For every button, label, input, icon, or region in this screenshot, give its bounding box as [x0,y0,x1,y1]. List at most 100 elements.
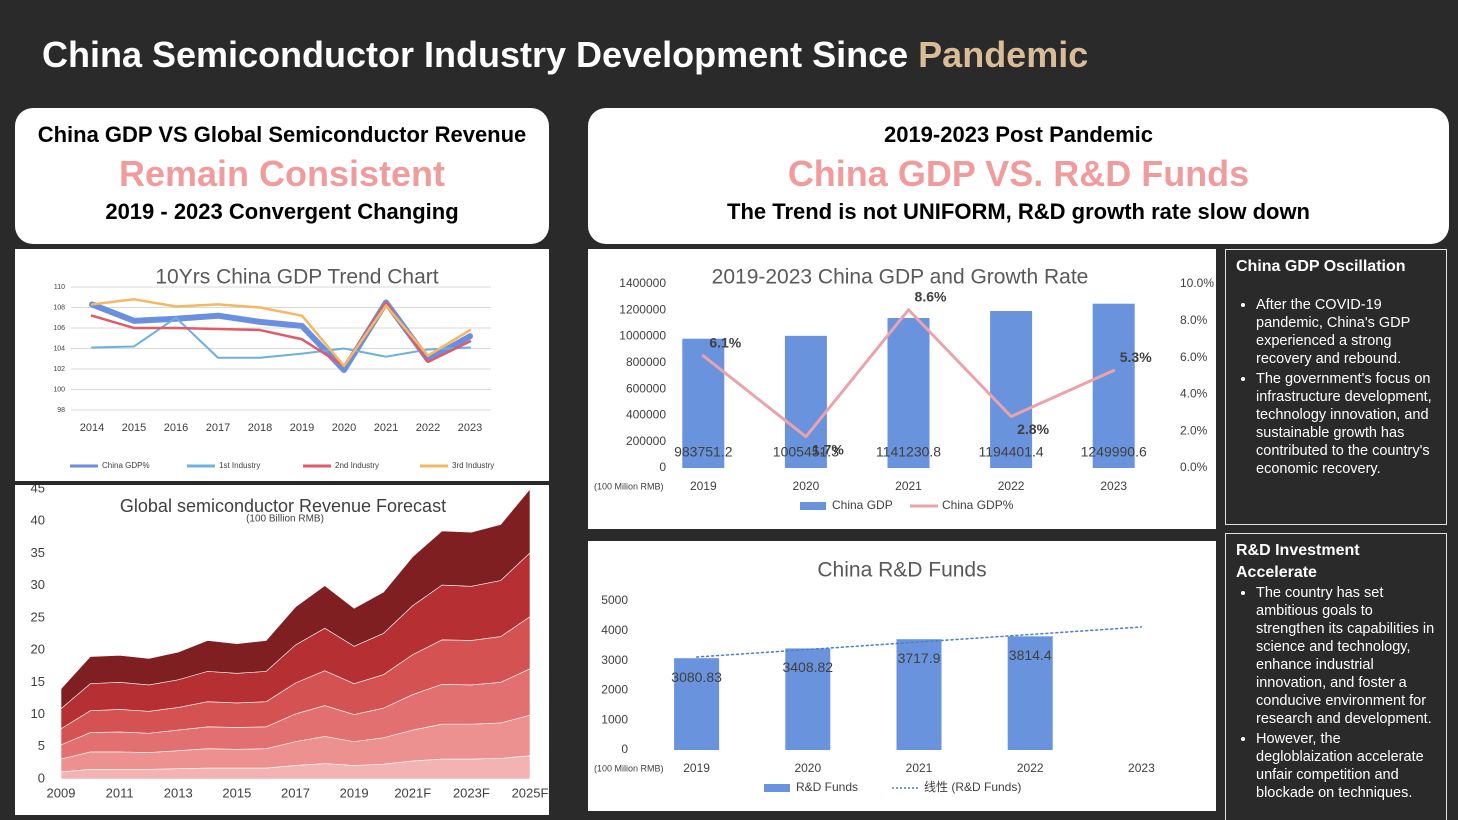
series-line [701,308,1116,439]
axis-note: (100 Milion RMB) [594,481,664,491]
y2-tick-label: 6.0% [1180,350,1208,364]
x-tick-label: 2019 [690,479,717,493]
x-tick-label: 2025F [512,785,549,800]
x-tick-label: 2022 [998,479,1025,493]
y-tick-label: 20 [31,642,45,657]
bar [682,338,725,468]
y-tick-label: 0 [38,770,45,785]
y-tick-label: 35 [31,545,45,560]
semiconductor-revenue-chart: Global semiconductor Revenue Forecast(10… [15,485,549,815]
note-panel: China GDP Oscillation After the COVID-19… [1225,249,1447,525]
legend-label: 线性 (R&D Funds) [924,780,1021,794]
x-tick-label: 2020 [793,479,820,493]
legend-label: 3rd Industry [452,461,494,470]
data-label: 2.8% [1017,421,1049,437]
bar [1092,303,1135,468]
x-tick-label: 2015 [122,422,146,434]
note-bullet: However, the degloblaization accelerate … [1256,730,1436,802]
x-tick-label: 2016 [164,422,188,434]
y-tick-label: 1000000 [619,329,666,343]
data-label: 1.7% [812,441,844,457]
data-label: 3408.82 [782,659,833,675]
data-label: 1005451.3 [773,444,839,460]
card-heading: China GDP VS Global Semiconductor Revenu… [37,122,527,147]
data-label: 5.3% [1120,349,1152,365]
card-subheading: The Trend is not UNIFORM, R&D growth rat… [727,199,1310,224]
x-tick-label: 2019 [290,422,314,434]
y-tick-label: 1000 [601,712,628,726]
x-tick-label: 2021 [374,422,398,434]
x-tick-label: 2017 [206,422,230,434]
chart-subtitle: (100 Billion RMB) [246,514,324,525]
note-list: The country has set ambitious goals to s… [1236,584,1436,802]
card-highlight: Remain Consistent [118,153,446,194]
note-title: China GDP Oscillation [1236,258,1406,275]
y-tick-label: 45 [31,485,45,495]
bar [674,658,720,750]
y-tick-label: 1400000 [619,276,666,290]
x-tick-label: 2013 [164,785,193,800]
legend-label: R&D Funds [796,780,858,794]
gdp-trend-chart: 10Yrs China GDP Trend Chart 98 100 102 104 10… [15,249,549,481]
note-title: R&D Investment Accelerate [1236,542,1360,581]
x-tick-label: 2022 [1017,761,1044,775]
slide-title: China Semiconductor Industry Development… [42,34,1088,76]
x-tick-label: 2019 [683,761,710,775]
y-tick-label: 30 [31,577,45,592]
y2-tick-label: 2.0% [1180,423,1208,437]
data-label: 3814.4 [1009,647,1052,663]
y-tick-label: 10 [31,706,45,721]
x-tick-label: 2023 [458,422,482,434]
y-tick-label: 104 [53,345,65,352]
legend-label: China GDP [832,498,893,512]
note-bullet: The government's focus on infrastructure… [1256,370,1436,478]
y-tick-label: 400000 [626,408,666,422]
y-tick-label: 800000 [626,355,666,369]
x-tick-label: 2011 [106,785,134,800]
y-tick-label: 102 [53,366,65,373]
y-tick-label: 100 [53,386,65,393]
note-panel: R&D Investment Accelerate The country ha… [1225,533,1447,820]
y-tick-label: 600000 [626,381,666,395]
card-subheading: 2019 - 2023 Convergent Changing [105,199,459,224]
x-tick-label: 2021 [895,479,922,493]
y-tick-label: 15 [31,674,45,689]
series-line [695,626,1143,658]
y-tick-label: 1200000 [619,302,666,316]
y-tick-label: 5000 [601,593,628,607]
series-line [91,316,471,359]
headline-card: 2019-2023 Post Pandemic China GDP VS. R&… [588,108,1449,244]
title-highlight: Pandemic [918,34,1089,75]
y-tick-label: 106 [53,325,65,332]
chart-title: 10Yrs China GDP Trend Chart [155,266,438,289]
area-layer [60,488,531,710]
title-text: China Semiconductor Industry Development… [42,34,909,75]
legend-label: China GDP% [942,498,1014,512]
x-tick-label: 2023 [1100,479,1127,493]
x-tick-label: 2021F [394,785,431,800]
card-heading: 2019-2023 Post Pandemic [883,122,1154,147]
x-tick-label: 2023 [1128,761,1155,775]
headline-card: China GDP VS Global Semiconductor Revenu… [15,108,549,244]
axis-note: (100 Milion RMB) [594,763,664,773]
series-line [90,298,472,368]
note-bullet: After the COVID-19 pandemic, China's GDP… [1256,296,1436,368]
bar [887,318,930,468]
bar [784,335,827,468]
rd-funds-chart: China R&D Funds (100 Milion RMB) 0 1000 2000… [588,541,1216,811]
bar [785,648,831,750]
bar [1007,636,1053,750]
data-label: 1194401.4 [979,444,1044,460]
note-bullet: The country has set ambitious goals to s… [1256,584,1436,728]
legend-label: China GDP% [102,461,150,470]
y-tick-label: 25 [31,609,45,624]
x-tick-label: 2020 [794,761,821,775]
data-label: 6.1% [709,334,741,350]
chart-title: China R&D Funds [817,559,986,582]
x-tick-label: 2014 [80,422,104,434]
y-tick-label: 5 [38,738,45,753]
legend-label: 2nd Industry [335,461,379,470]
x-tick-label: 2019 [340,785,369,800]
